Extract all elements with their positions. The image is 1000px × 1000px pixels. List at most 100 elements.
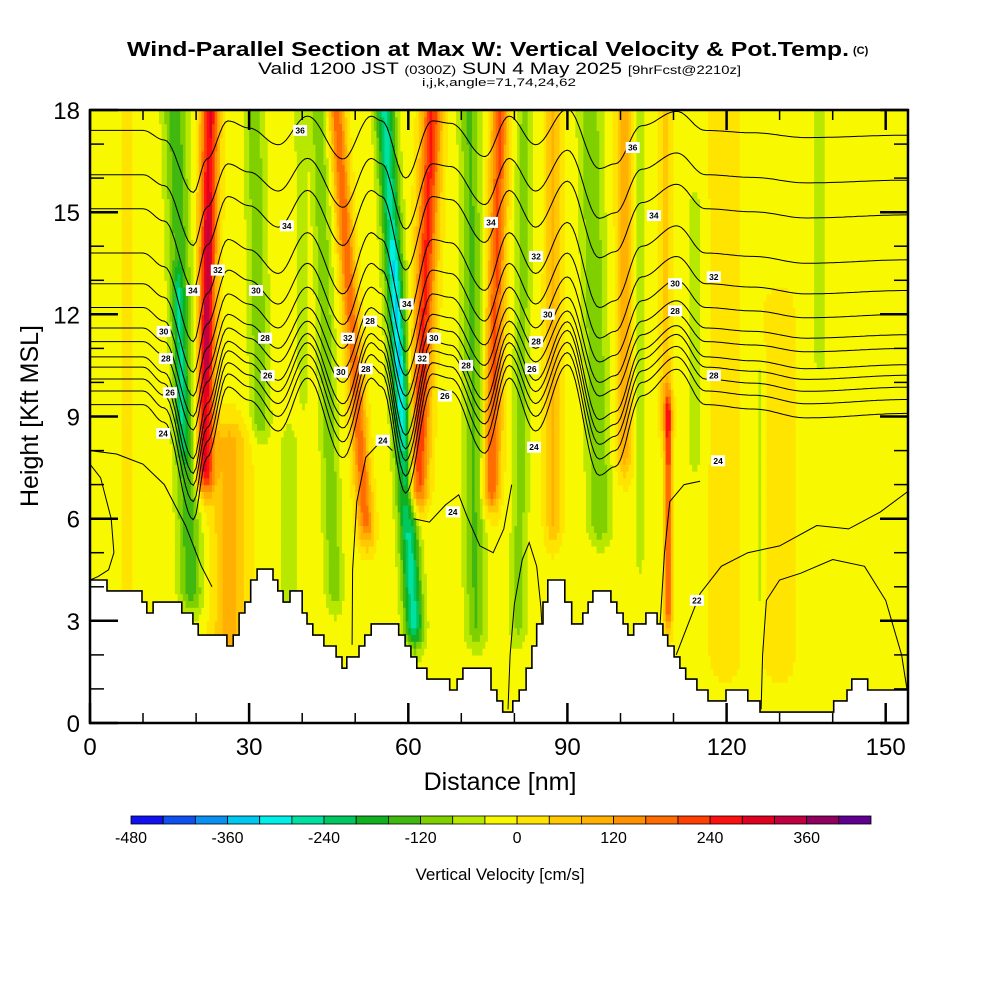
field-cell: [559, 505, 566, 513]
field-cell: [174, 368, 179, 377]
field-cell: [482, 586, 489, 595]
field-cell: [402, 518, 412, 527]
field-cell: [363, 341, 367, 349]
field-cell: [540, 341, 547, 349]
field-cell: [132, 362, 171, 370]
field-cell: [400, 368, 404, 377]
field-cell: [204, 314, 210, 322]
field-cell: [166, 280, 171, 288]
field-cell: [665, 614, 672, 622]
field-cell: [193, 464, 197, 472]
field-cell: [591, 464, 608, 472]
field-cell: [201, 484, 213, 493]
field-cell: [758, 491, 762, 499]
field-cell: [474, 273, 481, 281]
field-cell: [90, 266, 123, 275]
field-cell: [509, 614, 515, 622]
field-cell: [474, 293, 481, 302]
field-cell: [339, 566, 346, 574]
field-cell: [662, 573, 667, 581]
field-cell: [477, 620, 484, 629]
field-cell: [212, 362, 216, 370]
field-cell: [365, 396, 370, 404]
field-cell: [662, 300, 669, 309]
field-cell: [243, 545, 256, 554]
field-cell: [524, 470, 531, 479]
field-cell: [296, 259, 309, 268]
field-cell: [493, 375, 497, 384]
field-cell: [766, 668, 794, 676]
field-cell: [180, 396, 184, 404]
field-cell: [763, 300, 794, 309]
field-cell: [479, 307, 484, 315]
field-cell: [267, 436, 282, 445]
field-cell: [265, 307, 271, 315]
field-cell: [418, 579, 423, 588]
field-cell: [498, 423, 502, 431]
field-cell: [328, 273, 335, 281]
field-cell: [522, 511, 529, 520]
field-cell: [121, 253, 134, 261]
field-cell: [212, 259, 216, 268]
field-cell: [286, 423, 293, 431]
field-cell: [121, 314, 134, 322]
field-cell: [251, 293, 266, 302]
field-cell: [410, 266, 415, 275]
field-cell: [402, 423, 407, 431]
field-cell: [607, 307, 616, 315]
field-cell: [397, 579, 401, 588]
field-cell: [524, 477, 531, 486]
field-cell: [132, 586, 176, 595]
field-cell: [498, 498, 505, 506]
field-cell: [418, 539, 425, 547]
field-cell: [265, 423, 271, 431]
field-cell: [485, 511, 502, 520]
field-cell: [479, 293, 484, 302]
field-cell: [315, 321, 322, 329]
field-cell: [426, 498, 433, 506]
field-cell: [405, 402, 409, 411]
field-cell: [636, 348, 645, 356]
field-cell: [426, 430, 431, 438]
field-cell: [474, 382, 481, 390]
field-cell: [482, 334, 486, 343]
field-cell: [766, 464, 797, 472]
field-cell: [766, 593, 797, 601]
field-cell: [708, 648, 741, 656]
field-cell: [373, 525, 380, 533]
field-cell: [410, 539, 415, 547]
field-cell: [355, 321, 359, 329]
field-cell: [222, 634, 237, 642]
field-cell: [636, 552, 645, 561]
field-cell: [487, 259, 492, 268]
field-cell: [662, 505, 667, 513]
field-cell: [458, 327, 465, 336]
field-cell: [511, 436, 518, 445]
field-cell: [323, 443, 335, 452]
field-cell: [586, 280, 603, 288]
field-cell: [564, 477, 587, 486]
field-cell: [312, 259, 319, 268]
field-cell: [604, 423, 611, 431]
field-cell: [212, 355, 216, 363]
field-cell: [395, 464, 399, 472]
field-cell: [185, 600, 200, 608]
field-cell: [766, 293, 794, 302]
field-cell: [368, 470, 372, 479]
field-cell: [355, 266, 359, 275]
field-cell: [196, 307, 200, 315]
field-cell: [198, 382, 202, 390]
field-cell: [196, 348, 200, 356]
field-cell: [413, 559, 417, 567]
field-cell: [469, 620, 476, 629]
field-cell: [424, 648, 473, 656]
field-cell: [188, 375, 192, 384]
field-cell: [270, 307, 298, 315]
field-cell: [212, 327, 216, 336]
field-cell: [416, 348, 420, 356]
field-cell: [503, 293, 508, 302]
field-cell: [673, 634, 709, 642]
field-cell: [132, 300, 168, 309]
field-cell: [174, 450, 179, 458]
field-cell: [201, 368, 205, 377]
